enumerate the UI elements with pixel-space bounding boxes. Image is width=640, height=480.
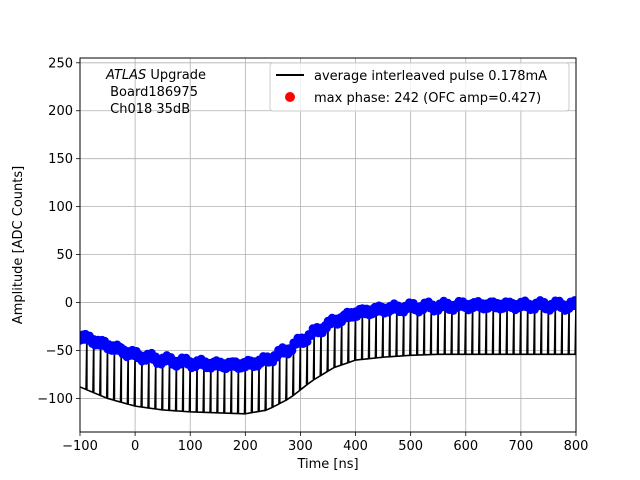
x-axis-label: Time [ns] — [296, 457, 358, 472]
legend-label-series-2: max phase: 242 (OFC amp=0.427) — [314, 91, 541, 106]
annotation-atlas: ATLAS — [105, 68, 146, 83]
x-tick-label: 800 — [564, 439, 589, 454]
annotation: ATLAS Upgrade Board186975 Ch018 35dB — [105, 68, 206, 117]
ticks: −100 0 100 200 300 400 500 600 700 800 −100 −50 0 50 1… — [37, 56, 588, 454]
y-tick-label: 150 — [48, 152, 73, 167]
y-axis-label: Amplitude [ADC Counts] — [11, 166, 26, 324]
x-tick-label: −100 — [62, 439, 98, 454]
x-tick-label: 600 — [453, 439, 478, 454]
legend-marker-series-2 — [285, 92, 295, 102]
x-tick-label: 100 — [178, 439, 203, 454]
y-tick-label: −100 — [37, 392, 73, 407]
y-tick-label: 250 — [48, 56, 73, 71]
data-point-max-phase — [303, 337, 312, 346]
y-tick-label: 100 — [48, 200, 73, 215]
annotation-line1: ATLAS Upgrade — [105, 68, 206, 83]
x-tick-label: 700 — [508, 439, 533, 454]
plot-area — [80, 296, 576, 415]
data-point-max-phase — [571, 301, 576, 311]
annotation-line3: Ch018 35dB — [106, 102, 190, 117]
x-tick-label: 0 — [131, 439, 139, 454]
y-tick-label: −50 — [46, 344, 73, 359]
legend-box — [269, 62, 570, 112]
legend: average interleaved pulse 0.178mA max ph… — [269, 62, 570, 112]
x-tick-label: 200 — [233, 439, 258, 454]
x-tick-label: 500 — [398, 439, 423, 454]
y-tick-label: 0 — [65, 296, 73, 311]
annotation-upgrade: Upgrade — [146, 68, 206, 83]
y-tick-label: 200 — [48, 104, 73, 119]
series-line-pulse — [80, 302, 576, 415]
plot-frame — [79, 57, 577, 433]
x-tick-label: 400 — [343, 439, 368, 454]
plot-series-group — [80, 296, 576, 415]
annotation-line2: Board186975 — [106, 85, 198, 100]
x-tick-label: 300 — [288, 439, 313, 454]
legend-label-series-1: average interleaved pulse 0.178mA — [314, 69, 547, 84]
y-tick-label: 50 — [56, 248, 73, 263]
